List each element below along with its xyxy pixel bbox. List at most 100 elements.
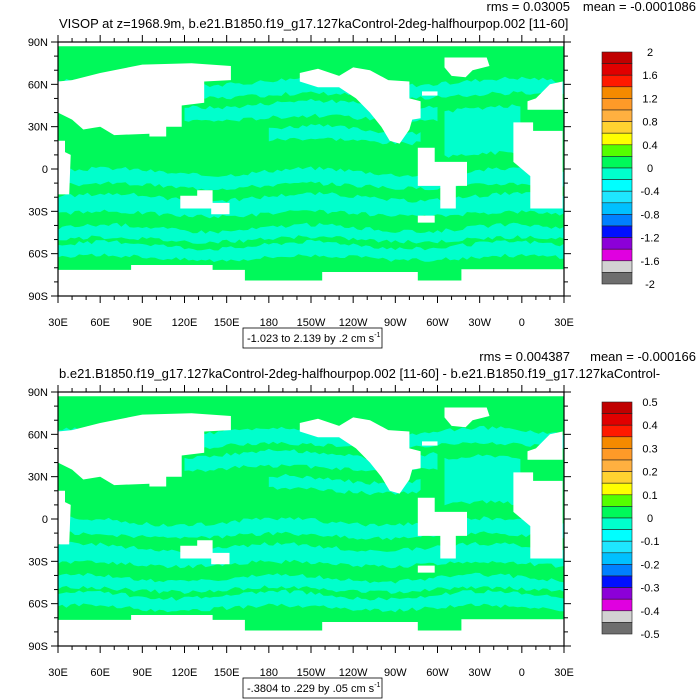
- colorbar-box: [601, 63, 633, 76]
- mean-stat: mean = -0.000166: [590, 349, 696, 364]
- lon-label: 90W: [384, 667, 407, 679]
- lon-label: 0: [519, 667, 525, 679]
- lat-label: 90S: [28, 291, 48, 303]
- land-mask: [513, 122, 563, 209]
- lat-label: 60N: [28, 429, 48, 441]
- colorbar-label: 1.2: [642, 93, 657, 105]
- contour-info-box: [242, 327, 383, 349]
- land-mask: [180, 190, 230, 215]
- colorbar-box: [601, 167, 633, 180]
- lon-label: 90E: [133, 667, 153, 679]
- lon-label: 30E: [554, 317, 574, 329]
- colorbar-box: [601, 156, 633, 169]
- land-mask: [527, 431, 563, 460]
- lon-label: 0: [519, 317, 525, 329]
- colorbar-box: [601, 413, 633, 426]
- land-mask: [58, 140, 71, 195]
- contour-info-text: -.3804 to .229 by .05 cm s: [247, 683, 375, 695]
- colorbar-label: -0.4: [641, 606, 660, 618]
- colorbar-label: 0.4: [642, 140, 657, 152]
- lon-label: 120E: [172, 317, 198, 329]
- lat-label: 90S: [28, 641, 48, 653]
- lat-label: 60S: [28, 249, 48, 261]
- colorbar-box: [601, 202, 633, 215]
- lat-label: 90N: [28, 37, 48, 49]
- contour-band: [444, 454, 521, 506]
- lon-label: 60E: [90, 667, 110, 679]
- lon-label: 30E: [48, 317, 68, 329]
- land-mask: [444, 57, 490, 78]
- lon-label: 60W: [426, 667, 449, 679]
- lon-label: 120W: [339, 317, 368, 329]
- contour-band: [268, 124, 421, 146]
- colorbar-box: [601, 144, 633, 157]
- contour-info-unit-exponent: -1: [374, 682, 380, 689]
- lat-label: 30N: [28, 472, 48, 484]
- mean-stat: mean = -0.0001086: [583, 0, 696, 14]
- colorbar-box: [601, 564, 633, 577]
- colorbar-label: 0.1: [642, 490, 657, 502]
- colorbar-label: 0.3: [642, 443, 657, 455]
- colorbar-box: [601, 121, 633, 134]
- plot-title: b.e21.B1850.f19_g17.127kaControl-2deg-ha…: [59, 366, 660, 381]
- lon-label: 150E: [214, 667, 240, 679]
- land-mask: [299, 417, 421, 494]
- colorbar-box: [601, 98, 633, 111]
- colorbar-label: -0.8: [641, 209, 660, 221]
- lon-label: 150W: [297, 317, 326, 329]
- lon-label: 30E: [554, 667, 574, 679]
- contour-info-unit-exponent: -1: [374, 332, 380, 339]
- colorbar-box: [601, 575, 633, 588]
- colorbar-box: [601, 74, 633, 88]
- contour-band: [58, 222, 564, 244]
- lon-label: 150E: [214, 317, 240, 329]
- land-mask: [58, 413, 231, 487]
- lat-label: 90N: [28, 387, 48, 399]
- lon-label: 90W: [384, 317, 407, 329]
- colorbar-label: 0: [647, 163, 653, 175]
- land-mask: [417, 147, 467, 209]
- colorbar-box: [601, 587, 633, 600]
- land-mask: [417, 215, 435, 223]
- colorbar: 2 1.6 1.2 0.8 0.4 0 -0.4 -0.8 -1.2 -1.6 -2: [601, 47, 660, 291]
- land-mask: [58, 490, 71, 545]
- colorbar-box: [601, 448, 633, 461]
- rms-stat: rms = 0.004387: [479, 349, 570, 364]
- land-mask: [422, 441, 438, 446]
- colorbar-box: [601, 529, 633, 542]
- lat-label: 0: [42, 514, 48, 526]
- lon-label: 180: [260, 317, 278, 329]
- contour-band: [58, 239, 564, 262]
- lat-label: 0: [42, 164, 48, 176]
- lon-label: 30W: [468, 667, 491, 679]
- colorbar-box: [601, 272, 633, 285]
- colorbar-box: [601, 517, 633, 530]
- colorbar-box: [601, 598, 633, 612]
- lat-label: 30S: [28, 556, 48, 568]
- colorbar-label: -1.6: [641, 256, 660, 268]
- colorbar-label: 0.4: [642, 420, 657, 432]
- colorbar-label: -0.4: [641, 186, 660, 198]
- lon-label: 120E: [172, 667, 198, 679]
- colorbar-box: [601, 552, 633, 565]
- lon-label: 60E: [90, 317, 110, 329]
- contour-band: [268, 473, 421, 496]
- contour-band: [58, 541, 564, 569]
- colorbar-box: [601, 225, 633, 238]
- colorbar-label: 1.6: [642, 70, 657, 82]
- colorbar-label: 0: [647, 513, 653, 525]
- colorbar-box: [601, 540, 633, 554]
- colorbar-label: 0.5: [642, 397, 657, 409]
- contour-info: -.3804 to .229 by .05 cm s-1: [247, 682, 381, 695]
- lat-label: 60S: [28, 599, 48, 611]
- contour-band: [444, 104, 521, 158]
- rms-stat: rms = 0.03005: [487, 0, 570, 14]
- colorbar-box: [601, 109, 633, 122]
- land-mask: [180, 540, 230, 565]
- contour-band: [58, 191, 564, 219]
- colorbar-box: [601, 436, 633, 449]
- lat-label: 30S: [28, 206, 48, 218]
- colorbar-box: [601, 401, 633, 414]
- colorbar-label: -2: [645, 279, 655, 291]
